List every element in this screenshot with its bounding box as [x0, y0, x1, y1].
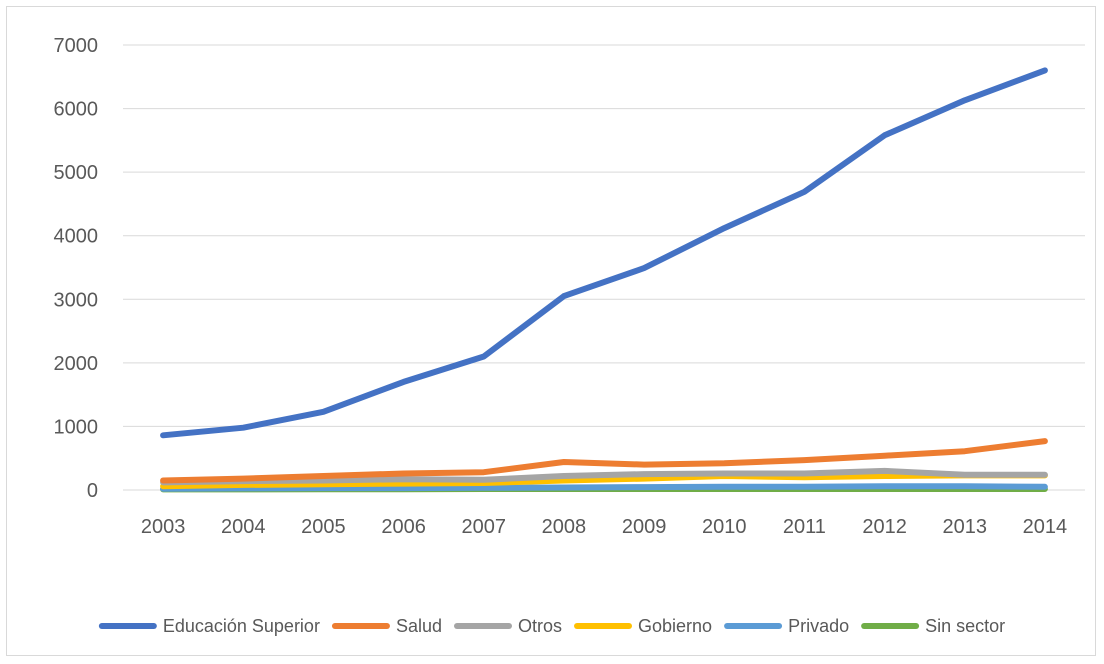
x-tick-label: 2004	[221, 516, 266, 538]
x-tick-label: 2010	[702, 516, 747, 538]
chart-frame	[6, 6, 1096, 656]
gridlines	[123, 44, 1085, 427]
y-tick-label: 6000	[54, 99, 99, 121]
y-tick-label: 3000	[54, 289, 99, 311]
series-line-otros	[160, 467, 1048, 486]
series-lines	[160, 67, 1048, 493]
x-tick-label: 2005	[301, 516, 346, 538]
y-tick-label: 5000	[54, 162, 99, 184]
x-tick-label: 2003	[141, 516, 186, 538]
legend-label-educaci-n-superior: Educación Superior	[163, 616, 320, 636]
x-tick-label: 2014	[1023, 516, 1068, 538]
legend-label-otros: Otros	[518, 616, 562, 636]
legend: Educación Superior Salud Otros Gobierno Priv…	[98, 616, 1005, 636]
x-tick-label: 2008	[542, 516, 587, 538]
series-line-privado	[160, 483, 1048, 492]
x-tick-label: 2007	[462, 516, 507, 538]
y-tick-label: 4000	[54, 226, 99, 248]
legend-label-gobierno: Gobierno	[638, 616, 712, 636]
x-tick-label: 2009	[622, 516, 667, 538]
legend-label-privado: Privado	[788, 616, 849, 636]
x-axis-ticks: 2003 2004 2005 2006 2007 2008 2009 2010 2011 2012…	[141, 516, 1067, 538]
series-line-salud	[160, 438, 1048, 484]
x-tick-label: 2006	[381, 516, 426, 538]
legend-label-salud: Salud	[396, 616, 442, 636]
legend-label-sin-sector: Sin sector	[925, 616, 1005, 636]
series-line-educaci-n-superior	[160, 67, 1048, 439]
y-tick-label: 0	[87, 480, 98, 502]
x-tick-label: 2012	[862, 516, 907, 538]
x-tick-label: 2011	[783, 516, 826, 538]
y-axis-ticks: 0 1000 2000 3000 4000 5000 6000 7000	[54, 35, 99, 502]
y-tick-label: 2000	[54, 353, 99, 375]
y-tick-label: 1000	[54, 416, 99, 438]
series-line-gobierno	[160, 472, 1048, 490]
y-tick-label: 7000	[54, 35, 99, 57]
x-tick-label: 2013	[943, 516, 988, 538]
